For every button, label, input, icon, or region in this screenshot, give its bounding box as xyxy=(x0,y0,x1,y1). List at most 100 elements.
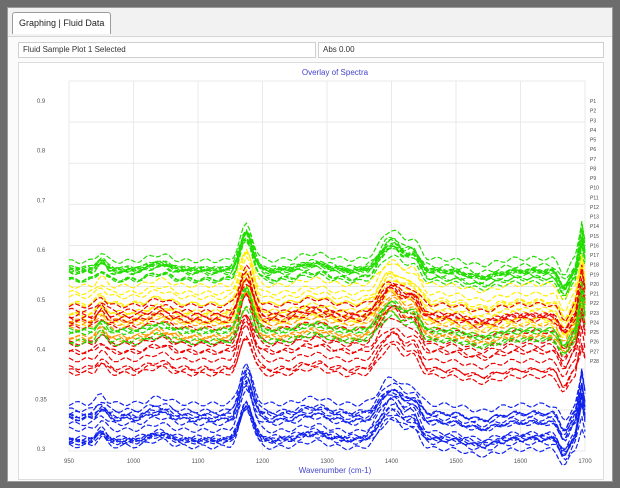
spectrum-line-green xyxy=(68,237,586,288)
spectrum-line-blue xyxy=(68,397,586,457)
spectrum-line-yellow xyxy=(68,267,586,329)
spectrum-line-green xyxy=(68,287,586,349)
series-end-label: P17 xyxy=(590,253,599,259)
spectrum-line-red xyxy=(68,325,586,393)
y-tick-label: 0.4 xyxy=(37,348,46,354)
y-tick-label: 0.8 xyxy=(37,149,46,155)
chart-title: Overlay of Spectra xyxy=(302,68,369,77)
spectrum-line-green xyxy=(69,222,586,276)
spectra-plot-panel: 950 1000 1100 1200 1300 1400 1500 1600 1700 0.9 0.… xyxy=(18,62,604,480)
tab-bar: Graphing | Fluid Data xyxy=(8,8,612,37)
spectrum-line-blue xyxy=(68,393,586,453)
x-tick-label: 1000 xyxy=(127,459,141,465)
y-tick-label: 0.9 xyxy=(37,99,46,105)
spectrum-line-red xyxy=(68,277,586,334)
x-tick-label: 1300 xyxy=(320,459,334,465)
spectrum-line-yellow xyxy=(68,266,586,322)
x-tick-label: 1200 xyxy=(256,459,270,465)
spectrum-line-yellow xyxy=(68,256,586,320)
series-end-label: P6 xyxy=(590,147,596,153)
series-layer xyxy=(68,221,586,467)
x-axis-label: Wavenumber (cm-1) xyxy=(299,466,372,475)
y-tick-label: 0.6 xyxy=(37,248,46,254)
sample-selection-field[interactable]: Fluid Sample Plot 1 Selected xyxy=(18,42,316,58)
y-tick-label: 0.3 xyxy=(37,447,46,453)
series-end-label: P14 xyxy=(590,224,599,230)
spectrum-line-blue xyxy=(68,381,586,451)
spectrum-line-green xyxy=(68,231,586,301)
spectrum-line-red xyxy=(68,305,586,362)
x-tick-label: 1700 xyxy=(578,459,592,465)
y-tick-label: 0.7 xyxy=(37,198,46,204)
spectrum-line-green xyxy=(68,238,586,296)
series-end-label: P27 xyxy=(590,349,599,355)
spectrum-line-green xyxy=(68,229,586,290)
x-tick-label: 1600 xyxy=(514,459,528,465)
series-end-label: P12 xyxy=(590,205,599,211)
spectrum-line-red xyxy=(68,263,586,323)
spectrum-line-green xyxy=(68,229,586,296)
spectrum-line-orange xyxy=(68,290,586,342)
spectrum-line-blue xyxy=(68,400,586,456)
tick-labels: 950 1000 1100 1200 1300 1400 1500 1600 1700 0.9 0.… xyxy=(35,99,592,465)
spectrum-line-blue xyxy=(68,370,586,436)
series-end-label: P28 xyxy=(590,359,599,365)
series-end-label: P24 xyxy=(590,320,599,326)
spectrum-line-red xyxy=(68,278,586,329)
series-end-label: P2 xyxy=(590,109,596,115)
right-labels: P1 P2 P3 P4 P5 P6 P7 P8 P9 P10 P11 P12 P13 P14 P15 P16 P… xyxy=(590,99,599,365)
x-tick-label: 1500 xyxy=(449,459,463,465)
spectrum-line-red xyxy=(68,313,586,369)
series-end-label: P26 xyxy=(590,340,599,346)
spectrum-line-green xyxy=(68,228,586,289)
series-end-label: P9 xyxy=(590,176,596,182)
x-tick-label: 950 xyxy=(64,459,75,465)
spectrum-line-blue xyxy=(68,369,586,433)
series-end-label: P4 xyxy=(590,128,596,134)
series-end-label: P23 xyxy=(590,311,599,317)
series-end-label: P10 xyxy=(590,186,599,192)
spectrum-line-yellow xyxy=(68,251,586,300)
spectrum-line-green xyxy=(68,287,586,347)
spectrum-line-blue xyxy=(68,408,586,467)
series-end-label: P22 xyxy=(590,301,599,307)
spectrum-line-blue xyxy=(68,375,586,431)
spectrum-line-yellow xyxy=(68,248,586,313)
spectrum-line-red xyxy=(68,323,586,387)
series-end-label: P7 xyxy=(590,157,596,163)
spectrum-line-red xyxy=(68,313,586,378)
series-end-label: P16 xyxy=(590,243,599,249)
spectrum-line-orange xyxy=(68,276,586,335)
tab-graphing[interactable]: Graphing | Fluid Data xyxy=(12,12,112,34)
series-end-label: P8 xyxy=(590,166,596,172)
spectrum-line-yellow xyxy=(68,249,586,319)
spectrum-line-blue xyxy=(68,402,586,456)
spectrum-line-green xyxy=(68,236,586,291)
y-tick-label: 0.5 xyxy=(37,298,46,304)
spectrum-line-green xyxy=(68,228,586,290)
series-end-label: P11 xyxy=(590,195,599,201)
x-tick-label: 1400 xyxy=(385,459,399,465)
app-window: Graphing | Fluid Data Fluid Sample Plot … xyxy=(7,7,613,482)
series-end-label: P20 xyxy=(590,282,599,288)
spectrum-line-blue xyxy=(68,367,586,422)
x-tick-label: 1100 xyxy=(192,459,206,465)
series-end-label: P5 xyxy=(590,138,596,144)
series-end-label: P25 xyxy=(590,330,599,336)
spectrum-line-orange xyxy=(68,291,586,354)
series-end-label: P21 xyxy=(590,292,599,298)
series-end-label: P19 xyxy=(590,272,599,278)
series-end-label: P15 xyxy=(590,234,599,240)
spectrum-line-green xyxy=(68,221,586,288)
spectra-chart: 950 1000 1100 1200 1300 1400 1500 1600 1700 0.9 0.… xyxy=(35,68,599,475)
spectrum-line-orange xyxy=(68,290,586,350)
spectrum-line-blue xyxy=(68,403,586,461)
series-end-label: P18 xyxy=(590,263,599,269)
y-tick-label: 0.35 xyxy=(35,397,47,403)
spectrum-line-red xyxy=(68,277,586,333)
spectrum-line-red xyxy=(68,309,586,370)
spectrum-line-blue xyxy=(68,373,586,440)
spectrum-line-blue xyxy=(68,383,586,440)
value-readout-field[interactable]: Abs 0.00 xyxy=(318,42,604,58)
series-end-label: P1 xyxy=(590,99,596,105)
